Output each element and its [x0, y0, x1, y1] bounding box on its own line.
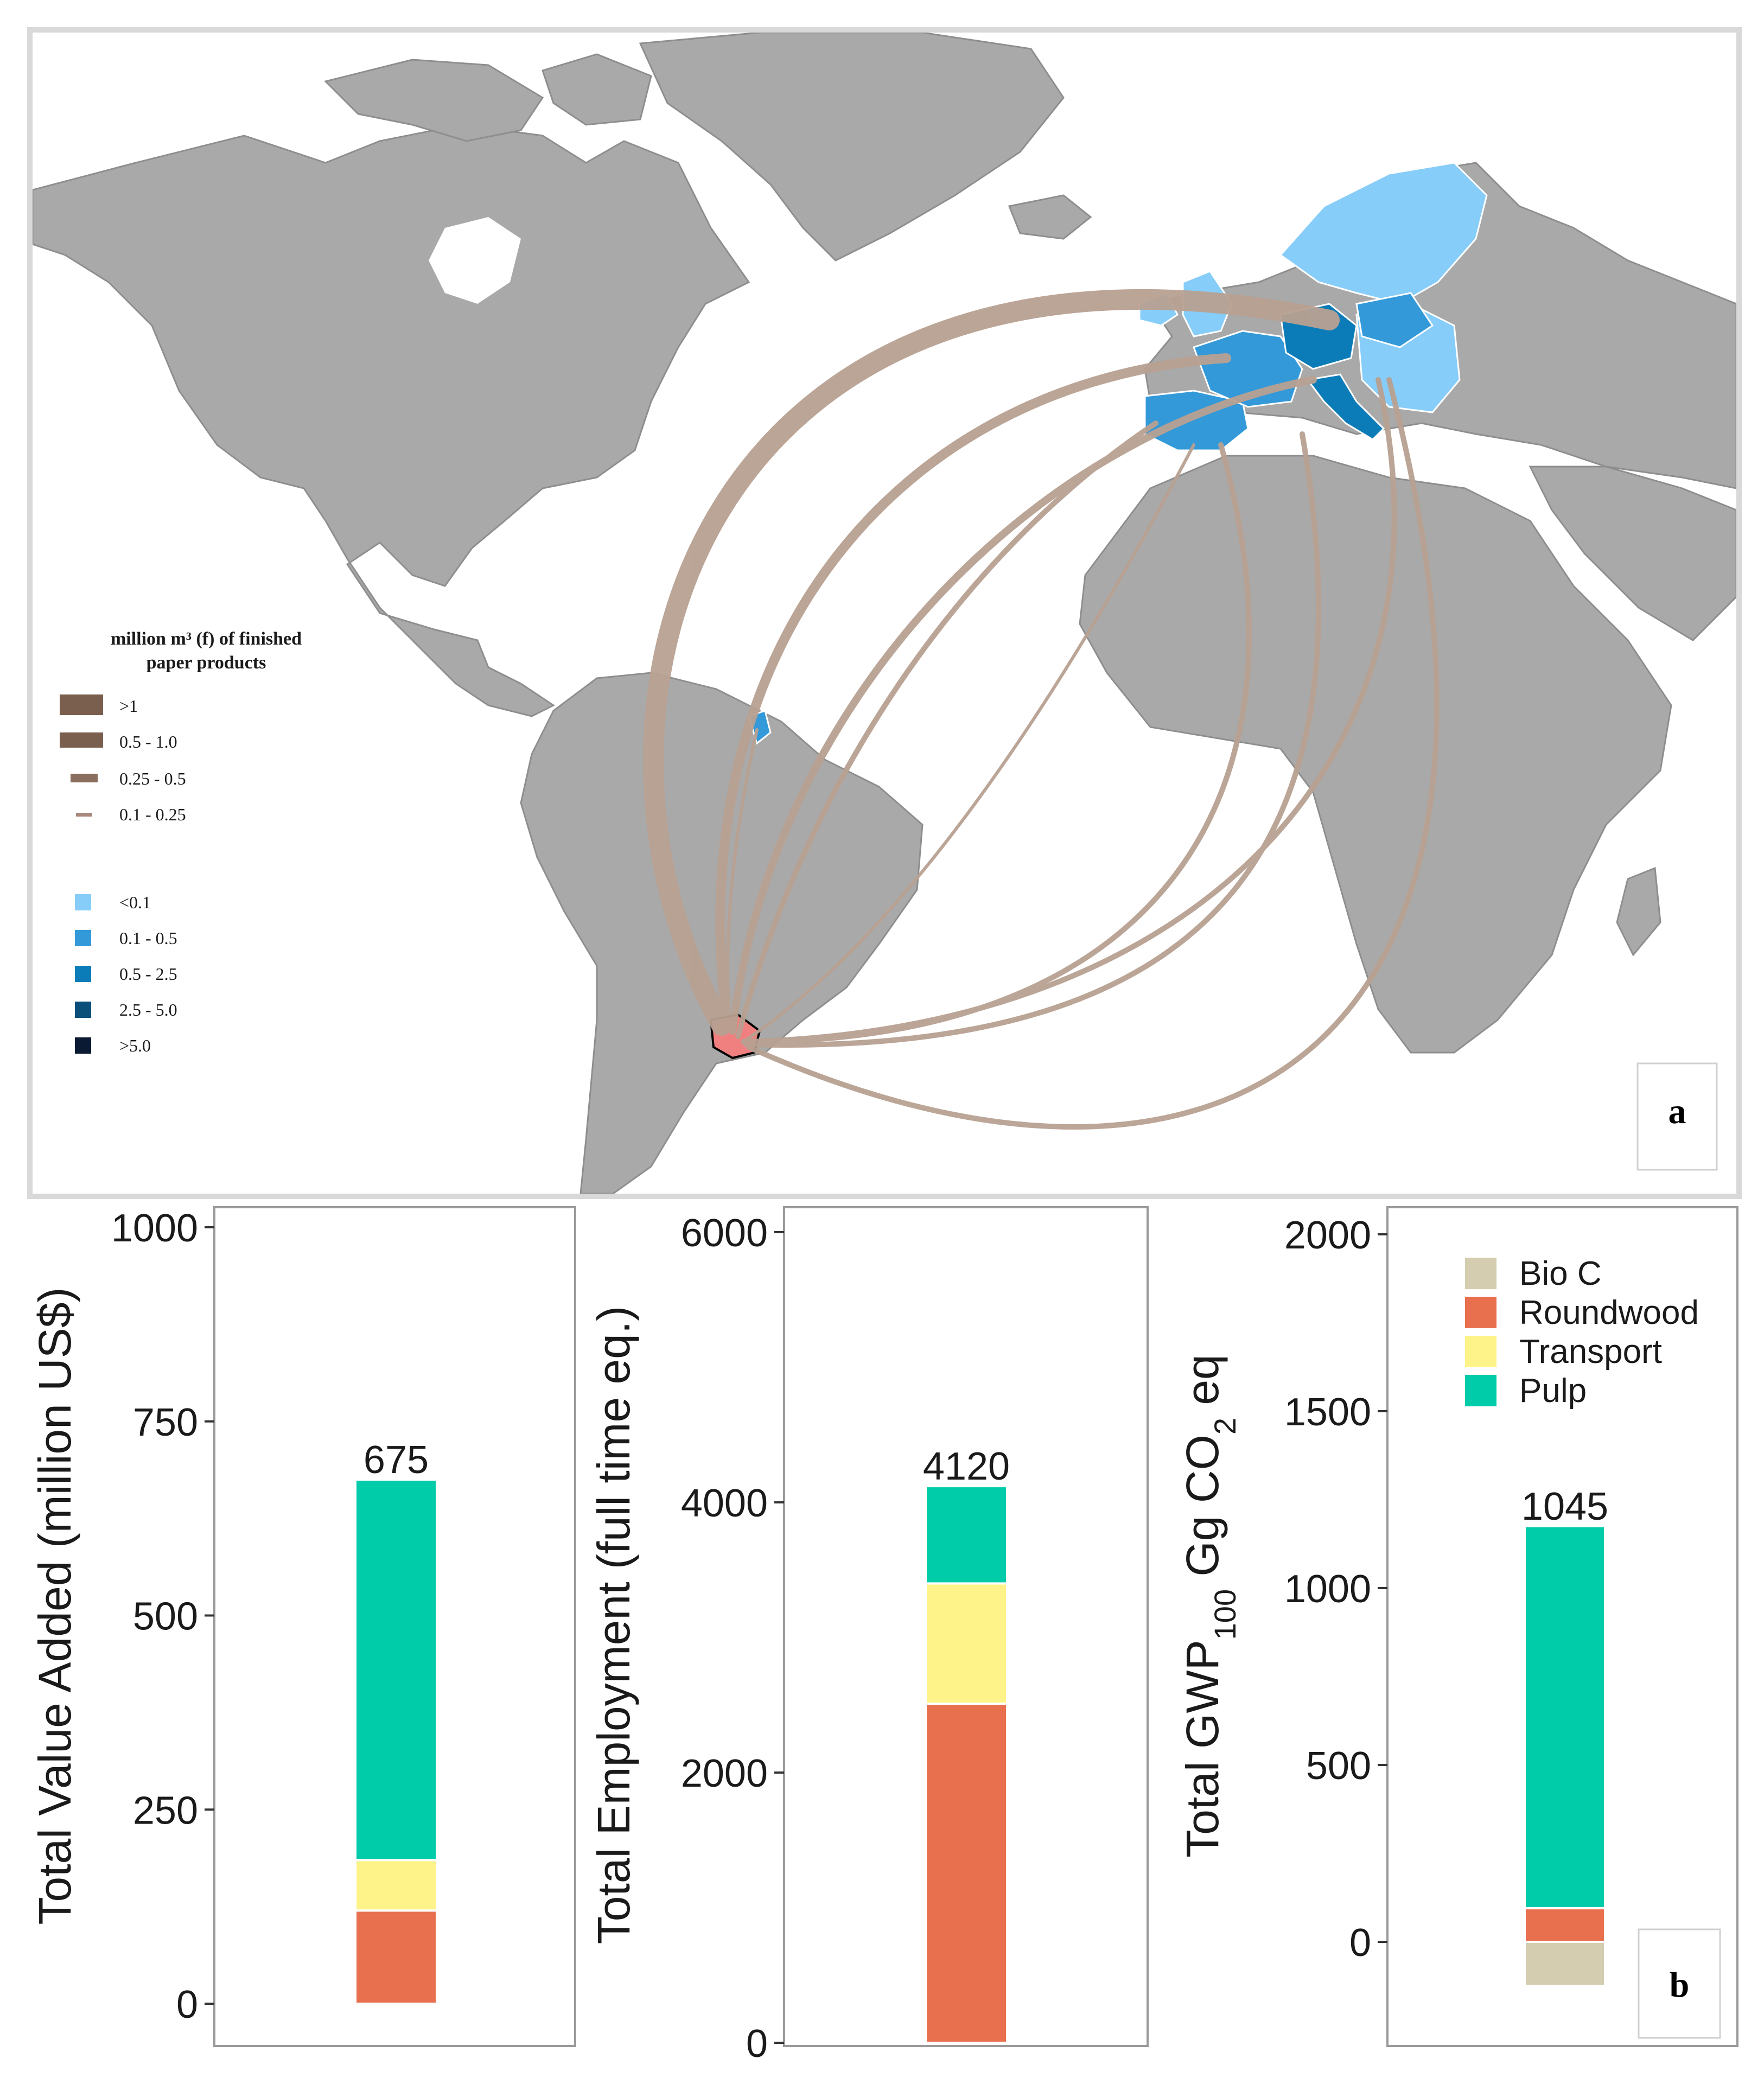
y-tick-label: 1000 [1284, 1567, 1371, 1611]
y-tick-label: 250 [133, 1789, 198, 1832]
iceland [1008, 194, 1092, 240]
hudson-bay [429, 217, 521, 304]
flow-south-europe [746, 377, 1440, 1130]
legend-label: Roundwood [1519, 1294, 1699, 1331]
north-america [33, 124, 750, 717]
legend-label: Pulp [1519, 1372, 1587, 1410]
bar-total-label: 675 [364, 1438, 429, 1482]
trade-flows [643, 289, 1440, 1130]
bar-segment-pulp [354, 1478, 438, 1862]
flow-legend-label-4: 0.1 - 0.25 [119, 805, 186, 824]
flow-france [715, 353, 1231, 1030]
fill-legend-label-2: 0.1 - 0.5 [119, 928, 177, 948]
y-axis-label-part: eq [1177, 1354, 1228, 1418]
y-axis-label: Total Employment (full time eq.) [588, 1306, 639, 1944]
fill-swatch-1 [75, 894, 91, 910]
bar-total-label: 1045 [1521, 1485, 1608, 1528]
y-tick-label: 0 [1349, 1921, 1371, 1965]
italy [1306, 373, 1385, 441]
bar-segment-roundwood [354, 1909, 438, 2005]
y-tick-label: 2000 [681, 1752, 768, 1795]
map-panel: million m³ (f) of finished paper product… [27, 27, 1742, 1199]
y-axis-label-part: Gg CO [1177, 1435, 1228, 1589]
flow-central [746, 442, 1252, 1044]
fill-swatch-5 [75, 1037, 91, 1054]
flow-legend-title-line1: million m³ (f) of finished [111, 629, 302, 649]
flow-misc [742, 443, 1195, 1043]
madagascar [1616, 866, 1661, 957]
flow-fr-guiana [726, 728, 759, 1027]
poland [1355, 292, 1434, 348]
bar-chart-1: 0 250 500 750 1000 675 Total Value Added (mill… [29, 1206, 576, 2047]
flow-legend-label-3: 0.25 - 0.5 [119, 769, 186, 788]
bar-chart-2: 0 2000 4000 6000 4120 Total Employment (full … [588, 1206, 1149, 2066]
flow-legend-label-2: 0.5 - 1.0 [119, 732, 177, 751]
fill-legend: <0.1 0.1 - 0.5 0.5 - 2.5 2.5 - 5.0 >5.0 [75, 893, 177, 1055]
bar-segment-pulp [1524, 1525, 1606, 1910]
fill-legend-label-5: >5.0 [119, 1036, 151, 1055]
panel-a-label: a [1669, 1092, 1686, 1131]
legend-label: Bio C [1519, 1255, 1602, 1292]
bar-total-label: 4120 [923, 1445, 1010, 1488]
flow-italy [729, 376, 1317, 1035]
legend-swatch [1465, 1258, 1496, 1289]
legend-swatch [1465, 1297, 1496, 1328]
bar-segment-pulp [925, 1485, 1008, 1585]
legend-label: Transport [1519, 1333, 1662, 1371]
fill-legend-label-4: 2.5 - 5.0 [119, 1000, 177, 1019]
bar-segment-transport [925, 1582, 1008, 1705]
y-axis-label-part: 2 [1208, 1418, 1242, 1435]
fill-legend-label-3: 0.5 - 2.5 [119, 964, 177, 984]
flow-legend: million m³ (f) of finished paper product… [60, 629, 302, 824]
flow-eastern [743, 431, 1321, 1048]
y-tick-label: 4000 [681, 1482, 768, 1525]
flow-legend-title-line2: paper products [147, 653, 266, 673]
y-tick-label: 2000 [1284, 1214, 1371, 1257]
y-tick-label: 0 [746, 2022, 768, 2066]
bar-segment-transport [354, 1859, 438, 1912]
y-axis-label: Total Value Added (million US$) [29, 1287, 80, 1924]
fill-swatch-4 [75, 1002, 91, 1018]
panel-a-box [1636, 1062, 1718, 1171]
bar-segment-bio-c [1524, 1941, 1606, 1987]
y-tick-label: 1500 [1284, 1391, 1371, 1434]
scandinavia [1279, 162, 1488, 305]
greenland [639, 33, 1065, 262]
legend-swatch [1465, 1375, 1496, 1406]
fill-legend-label-1: <0.1 [119, 893, 151, 912]
panel-b-box [1638, 1928, 1721, 2039]
y-tick-label: 500 [133, 1595, 198, 1639]
flow-legend-label-1: >1 [119, 696, 138, 716]
y-tick-label: 1000 [111, 1207, 198, 1250]
legend-swatch [1465, 1336, 1496, 1367]
middle-east [1529, 466, 1736, 641]
flow-spain [735, 420, 1158, 1039]
bar-chart-3: 0 500 1000 1500 2000 1045 Total GWP100 Gg CO2 … [1177, 1206, 1738, 2047]
flow-swatch-3 [71, 774, 98, 782]
arctic-islands [324, 53, 652, 142]
flow-swatch-2 [60, 732, 103, 748]
landmasses [33, 33, 1736, 1194]
flow-swatch-1 [60, 694, 103, 715]
y-tick-label: 6000 [681, 1212, 768, 1255]
flow-swatch-4 [76, 813, 92, 817]
y-tick-label: 750 [133, 1401, 198, 1444]
bar-segment-roundwood [1524, 1907, 1606, 1943]
bar-segment-roundwood [925, 1703, 1008, 2044]
y-axis-label: Total GWP100 Gg CO2 eq [1177, 1354, 1242, 1858]
fill-swatch-3 [75, 966, 91, 982]
y-axis-label-part: 100 [1208, 1589, 1242, 1640]
y-axis-label-part: Total GWP [1177, 1640, 1228, 1857]
y-tick-label: 500 [1306, 1744, 1371, 1788]
fill-swatch-2 [75, 930, 91, 946]
flow-germany [643, 289, 1340, 1036]
y-tick-label: 0 [176, 1983, 198, 2026]
panel-b-label: b [1670, 1965, 1690, 2005]
